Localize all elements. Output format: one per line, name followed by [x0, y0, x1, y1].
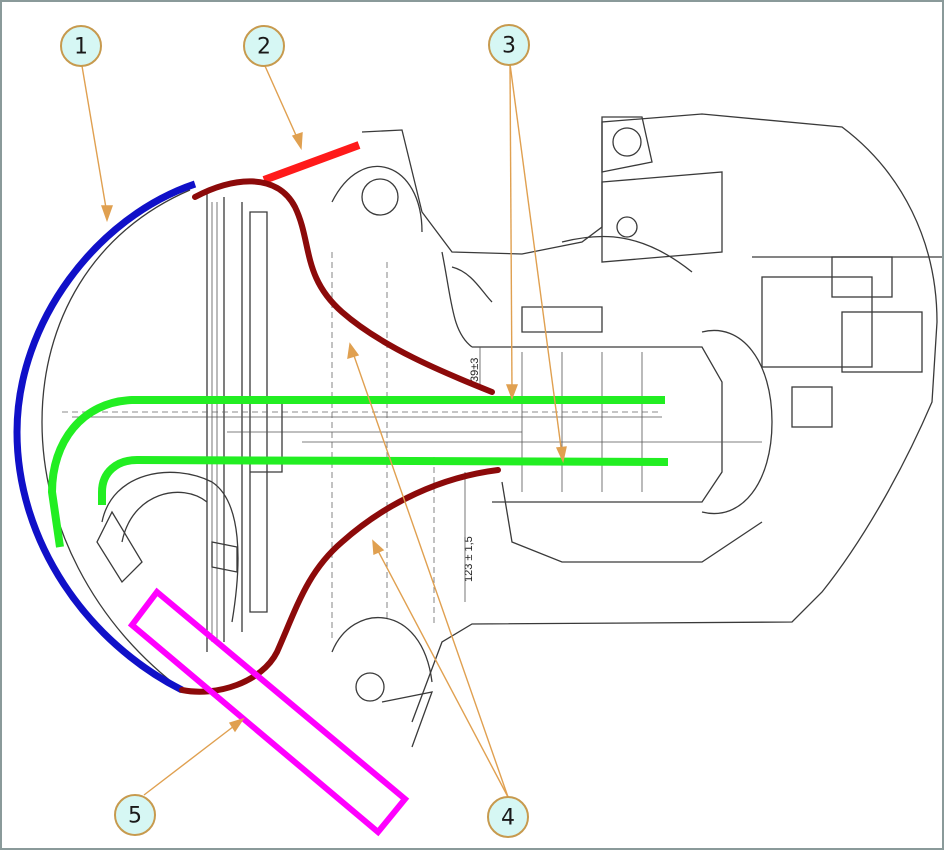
callout-4-label: 4: [501, 806, 515, 831]
callout-1-label: 1: [74, 35, 88, 60]
callout-2: 2: [243, 25, 285, 67]
magenta-lower-frame: [127, 587, 410, 837]
technical-drawing: [41, 113, 942, 748]
callout-3-label: 3: [502, 34, 516, 59]
callout-1: 1: [60, 25, 102, 67]
callout-5: 5: [114, 794, 156, 836]
maroon-inner-cowl-upper: [192, 178, 495, 395]
dimension-upper: 39±3: [469, 358, 481, 382]
dimension-lower: 123 ± 1,5: [463, 536, 475, 582]
callout-2-label: 2: [257, 35, 271, 60]
green-duct-wall-inner: [98, 455, 669, 505]
leader-lines: [81, 63, 567, 798]
callout-3: 3: [488, 24, 530, 66]
blue-outer-fairing: [13, 180, 197, 694]
callout-5-label: 5: [128, 804, 142, 829]
maroon-inner-cowl-lower: [179, 467, 501, 695]
dimension-lines: [464, 347, 481, 602]
green-duct-wall-outer: [47, 396, 665, 548]
callout-4: 4: [487, 796, 529, 838]
red-top-segment: [262, 141, 361, 184]
